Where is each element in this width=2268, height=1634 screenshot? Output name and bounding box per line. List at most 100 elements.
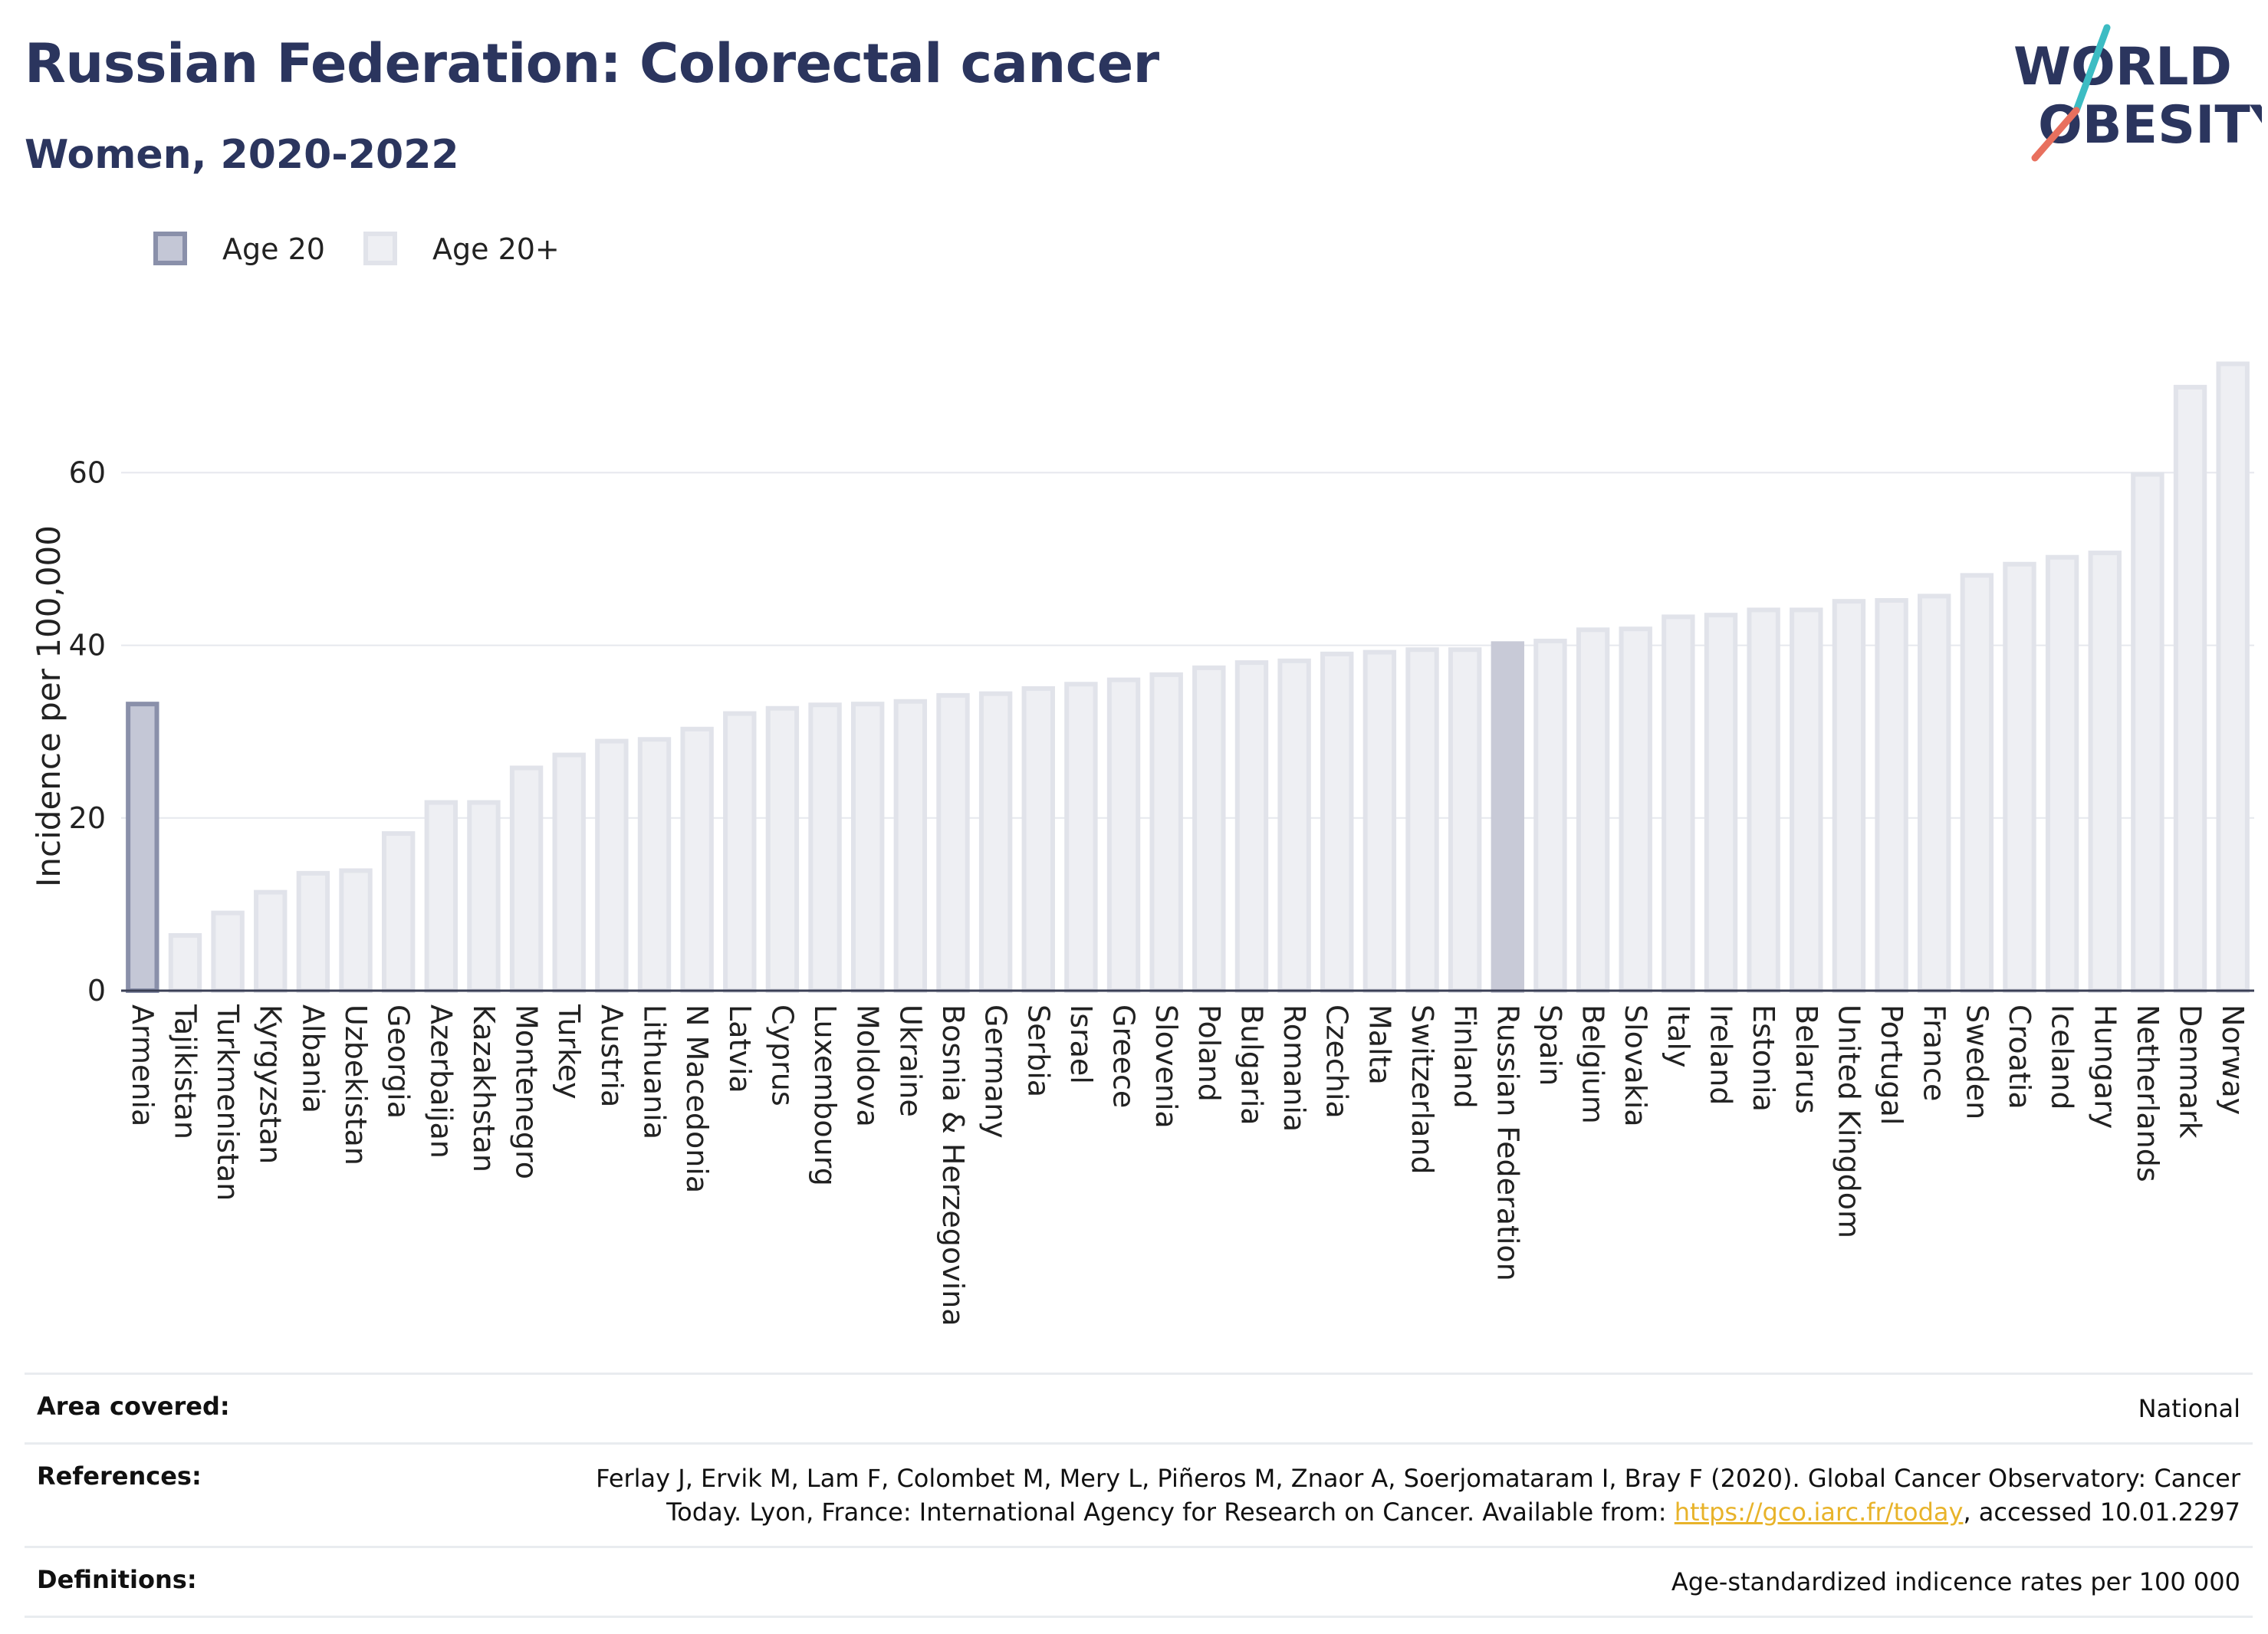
legend-swatch bbox=[153, 232, 187, 265]
x-tick-label: Spain bbox=[1533, 1004, 1567, 1086]
info-value: Age-standardized indicence rates per 100… bbox=[1671, 1567, 2240, 1596]
x-tick-label: Netherlands bbox=[2131, 1004, 2164, 1182]
x-tick-label: United Kingdom bbox=[1832, 1004, 1865, 1238]
x-tick-label: Germany bbox=[979, 1004, 1013, 1139]
bar-age20plus bbox=[339, 868, 373, 993]
info-label: References: bbox=[37, 1461, 202, 1491]
info-row-references: References: Ferlay J, Ervik M, Lam F, Co… bbox=[25, 1442, 2253, 1546]
legend: Age 20 Age 20+ bbox=[153, 232, 560, 266]
chart-title: Russian Federation: Colorectal cancer bbox=[25, 32, 1159, 95]
x-tick-label: Turkmenistan bbox=[211, 1004, 245, 1201]
bar-age20plus bbox=[1790, 607, 1823, 994]
x-tick-label: Bulgaria bbox=[1234, 1004, 1268, 1126]
info-value: Ferlay J, Ervik M, Lam F, Colombet M, Me… bbox=[515, 1461, 2240, 1529]
x-tick-label: Israel bbox=[1064, 1004, 1098, 1084]
x-tick-label: Latvia bbox=[723, 1004, 757, 1093]
logo-slash-coral bbox=[2031, 107, 2080, 162]
x-tick-label: Hungary bbox=[2088, 1004, 2122, 1129]
bar-age20plus bbox=[1619, 626, 1652, 993]
bar-age20plus bbox=[2045, 554, 2079, 993]
bar-age20plus bbox=[296, 870, 330, 994]
x-tick-label: Norway bbox=[2216, 1004, 2250, 1115]
y-axis-title: Incidence per 100,000 bbox=[30, 525, 67, 887]
info-label: Definitions: bbox=[37, 1565, 197, 1594]
bar-age20plus bbox=[168, 932, 202, 994]
reference-text: Ferlay J, Ervik M, Lam F, Colombet M, Me… bbox=[596, 1464, 2240, 1527]
x-tick-label: Switzerland bbox=[1405, 1004, 1439, 1175]
bar-age20plus bbox=[1277, 658, 1311, 993]
x-tick-label: Moldova bbox=[851, 1004, 885, 1127]
info-label: Area covered: bbox=[37, 1392, 230, 1421]
bar-age20plus bbox=[1149, 672, 1183, 993]
reference-accessed: , accessed 10.01.2297 bbox=[1963, 1498, 2240, 1527]
x-tick-label: Georgia bbox=[382, 1004, 416, 1119]
legend-label: Age 20 bbox=[222, 232, 325, 266]
bar-age20plus bbox=[765, 705, 800, 994]
bar-age20plus bbox=[808, 702, 842, 993]
x-tick-label: Croatia bbox=[2003, 1004, 2036, 1110]
info-row-area: Area covered: National bbox=[25, 1373, 2253, 1442]
x-tick-label: Bosnia & Herzegovina bbox=[936, 1004, 970, 1327]
bar-age20plus bbox=[254, 889, 288, 993]
bar-age20plus bbox=[1875, 598, 1908, 994]
bar-age20plus bbox=[424, 800, 458, 993]
chart-subtitle: Women, 2020-2022 bbox=[25, 132, 459, 178]
bar-age20plus bbox=[637, 737, 672, 994]
legend-label: Age 20+ bbox=[432, 232, 560, 266]
bar-age20plus bbox=[1960, 573, 1994, 994]
x-tick-label: Sweden bbox=[1960, 1004, 1994, 1119]
bar-age20plus bbox=[1533, 638, 1567, 994]
bar-age20plus bbox=[1064, 682, 1098, 993]
bar-age20plus bbox=[1832, 599, 1866, 993]
x-tick-label: Romania bbox=[1277, 1004, 1311, 1132]
bar-age20plus bbox=[1405, 647, 1439, 993]
bar-age20plus bbox=[595, 738, 629, 993]
info-value: National bbox=[2138, 1394, 2240, 1423]
x-tick-label: Azerbaijan bbox=[424, 1004, 458, 1159]
y-tick-label: 40 bbox=[69, 629, 106, 662]
logo-line-1: WORLD bbox=[2013, 37, 2232, 97]
x-tick-label: Armenia bbox=[126, 1004, 159, 1126]
bar-age20plus bbox=[1704, 613, 1738, 994]
x-tick-label: Kyrgyzstan bbox=[254, 1004, 288, 1164]
reference-link[interactable]: https://gco.iarc.fr/today bbox=[1674, 1498, 1964, 1527]
x-tick-label: Lithuania bbox=[638, 1004, 672, 1139]
bar-age20plus bbox=[1192, 665, 1226, 994]
x-tick-label: Estonia bbox=[1747, 1004, 1780, 1112]
x-tick-label: Uzbekistan bbox=[339, 1004, 373, 1165]
x-tick-label: Turkey bbox=[552, 1004, 586, 1100]
y-tick-label: 20 bbox=[69, 801, 106, 835]
info-table: Area covered: National References: Ferla… bbox=[25, 1373, 2253, 1618]
bar-age20plus bbox=[1662, 614, 1695, 993]
bar-age20plus bbox=[467, 800, 501, 993]
x-tick-label: Tajikistan bbox=[168, 1004, 202, 1139]
x-tick-label: Ireland bbox=[1704, 1004, 1738, 1105]
x-tick-label: N Macedonia bbox=[680, 1004, 714, 1193]
info-row-definitions: Definitions: Age-standardized indicence … bbox=[25, 1546, 2253, 1618]
bar-age20plus bbox=[936, 692, 970, 993]
x-tick-label: Ukraine bbox=[893, 1004, 927, 1117]
bar-age20plus bbox=[2088, 551, 2122, 993]
world-obesity-logo: WORLD OBESITY bbox=[2013, 24, 2262, 162]
bar-age20plus bbox=[1106, 677, 1141, 993]
x-tick-label: Slovakia bbox=[1619, 1004, 1652, 1127]
x-tick-label: Slovenia bbox=[1149, 1004, 1183, 1129]
bar-chart: 0 20 40 60 Incidence per 100,000 Armenia Tajik… bbox=[30, 232, 2254, 1327]
bar-age20plus bbox=[680, 726, 714, 994]
y-tick-label: 60 bbox=[69, 455, 106, 489]
bar-age20plus bbox=[1021, 685, 1055, 993]
x-tick-label: Denmark bbox=[2174, 1004, 2207, 1139]
legend-swatch bbox=[363, 232, 397, 265]
x-tick-label: Montenegro bbox=[510, 1004, 544, 1179]
bar-age20plus bbox=[2131, 472, 2164, 993]
bar-age20plus bbox=[2003, 561, 2036, 993]
bar-age20plus bbox=[1234, 660, 1269, 994]
bar-age20plus bbox=[1320, 651, 1354, 993]
x-tick-label: Poland bbox=[1192, 1004, 1226, 1102]
bar-age20plus bbox=[1362, 649, 1397, 994]
bar-age20plus bbox=[1576, 627, 1610, 993]
x-tick-label: Portugal bbox=[1875, 1004, 1908, 1125]
x-tick-label: Luxembourg bbox=[808, 1004, 842, 1186]
x-tick-label: Italy bbox=[1662, 1004, 1695, 1067]
x-tick-label: Austria bbox=[595, 1004, 629, 1107]
